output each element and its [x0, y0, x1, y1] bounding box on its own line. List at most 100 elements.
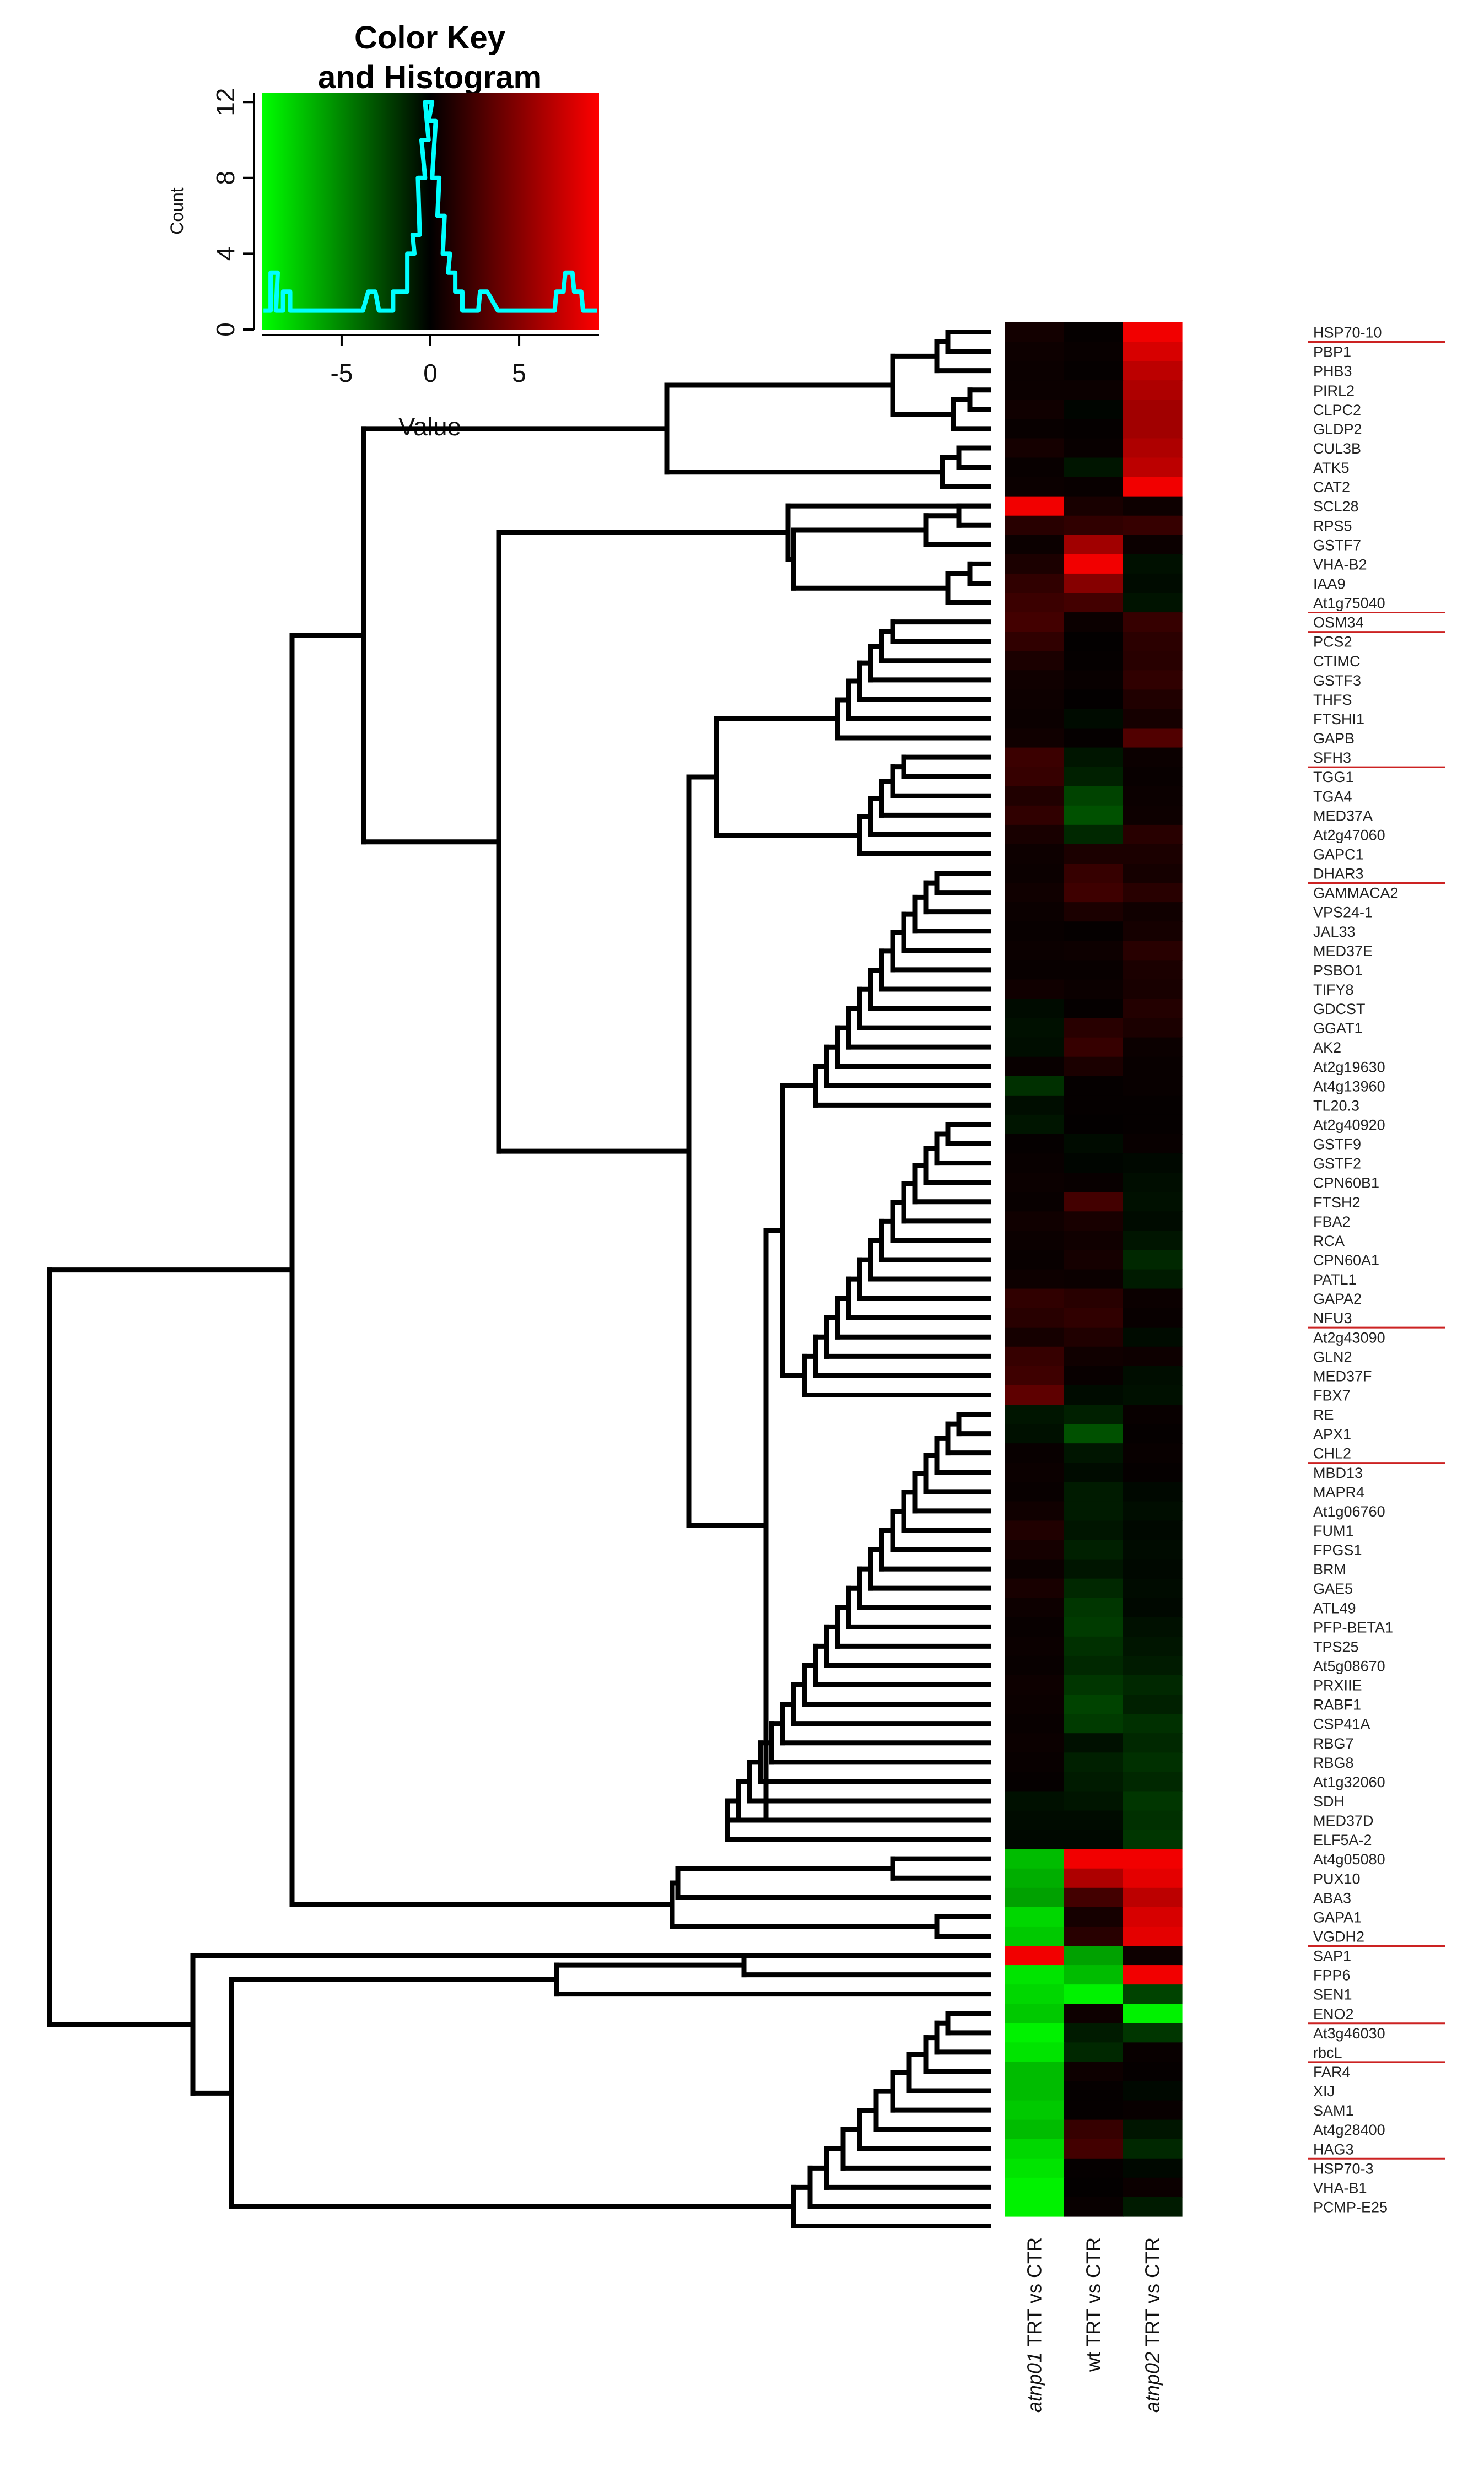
- heat-cell: [1123, 1830, 1183, 1850]
- heat-cell: [1064, 1520, 1124, 1541]
- row-label: CTIMC: [1313, 653, 1360, 670]
- row-label: ATK5: [1313, 460, 1350, 476]
- heat-cell: [1064, 1056, 1124, 1077]
- heat-cell: [1064, 457, 1124, 478]
- heat-cell: [1064, 1288, 1124, 1309]
- heat-cell: [1005, 670, 1065, 690]
- heat-cell: [1005, 1346, 1065, 1367]
- row-label: HSP70-3: [1313, 2160, 1374, 2177]
- heat-cell: [1005, 1056, 1065, 1077]
- heat-cell: [1064, 805, 1124, 825]
- heat-cell: [1064, 2081, 1124, 2101]
- row-label: JAL33: [1313, 924, 1356, 940]
- heat-cell: [1005, 999, 1065, 1019]
- heat-cell: [1064, 1211, 1124, 1231]
- heat-cell: [1005, 1636, 1065, 1656]
- heat-cell: [1064, 1308, 1124, 1328]
- heat-cell: [1064, 1192, 1124, 1212]
- heat-cell: [1064, 1655, 1124, 1676]
- heat-cell: [1064, 2042, 1124, 2063]
- heat-cell: [1064, 1346, 1124, 1367]
- heat-cell: [1123, 361, 1183, 381]
- heat-cell: [1123, 1037, 1183, 1057]
- heat-cell: [1123, 342, 1183, 361]
- heat-cell: [1064, 632, 1124, 651]
- heat-cell: [1005, 1250, 1065, 1270]
- column-labels: atnp01 TRT vs CTR wt TRT vs CTR atnp02 TRT…: [1023, 2237, 1164, 2413]
- heat-cell: [1064, 342, 1124, 361]
- heat-cell: [1064, 921, 1124, 941]
- heat-cell: [1064, 1791, 1124, 1811]
- heat-cell: [1123, 1501, 1183, 1521]
- heat-cell: [1064, 883, 1124, 903]
- heat-cell: [1123, 1540, 1183, 1560]
- row-label: CPN60A1: [1313, 1252, 1379, 1269]
- heat-cell: [1005, 805, 1065, 825]
- heat-cell: [1123, 515, 1183, 536]
- heat-cell: [1123, 1520, 1183, 1541]
- heat-cell: [1123, 1810, 1183, 1831]
- heat-cell: [1123, 999, 1183, 1019]
- heat-cell: [1005, 1887, 1065, 1908]
- heat-cell: [1123, 1636, 1183, 1656]
- heat-cell: [1064, 941, 1124, 961]
- row-label: THFS: [1313, 692, 1352, 708]
- heat-cell: [1005, 2197, 1065, 2217]
- color-key-axes: -5 0 5 0 4 8 12: [211, 88, 599, 387]
- heat-cell: [1005, 1405, 1065, 1424]
- row-label: RE: [1313, 1407, 1334, 1423]
- row-label: NFU3: [1313, 1310, 1352, 1326]
- row-label: FBX7: [1313, 1387, 1351, 1404]
- row-label: PFP-BETA1: [1313, 1619, 1393, 1636]
- heat-cell: [1123, 709, 1183, 729]
- heat-cell: [1123, 767, 1183, 787]
- row-label: GSTF3: [1313, 672, 1361, 689]
- heat-cell: [1123, 419, 1183, 439]
- row-label: ABA3: [1313, 1890, 1351, 1906]
- row-label: ELF5A-2: [1313, 1832, 1372, 1848]
- heat-cell: [1123, 1095, 1183, 1115]
- row-label: VHA-B2: [1313, 556, 1367, 573]
- heat-cell: [1123, 2023, 1183, 2043]
- heat-cell: [1005, 1153, 1065, 1173]
- heat-cell: [1005, 1695, 1065, 1714]
- row-label: MED37A: [1313, 807, 1373, 824]
- heat-cell: [1005, 342, 1065, 361]
- heat-cell: [1064, 419, 1124, 439]
- row-label: BRM: [1313, 1561, 1346, 1578]
- row-label: rbcL: [1313, 2044, 1342, 2061]
- heat-cell: [1064, 689, 1124, 710]
- row-label: OSM34: [1313, 614, 1364, 631]
- row-label: PBP1: [1313, 344, 1351, 360]
- heat-cell: [1064, 1173, 1124, 1192]
- row-label: FAR4: [1313, 2064, 1351, 2080]
- heat-cell: [1064, 1946, 1124, 1966]
- row-label: FBA2: [1313, 1213, 1351, 1230]
- heat-cell: [1064, 1153, 1124, 1173]
- row-label: TGG1: [1313, 769, 1354, 785]
- row-label: At1g75040: [1313, 595, 1385, 612]
- row-label: CHL2: [1313, 1445, 1351, 1462]
- heat-cell: [1064, 651, 1124, 671]
- row-label: MED37E: [1313, 943, 1373, 959]
- row-label: GGAT1: [1313, 1020, 1363, 1037]
- heat-cell: [1005, 2119, 1065, 2140]
- heat-cell: [1005, 1598, 1065, 1618]
- row-label: PRXIIE: [1313, 1677, 1362, 1694]
- column-label: atnp02 TRT vs CTR: [1141, 2237, 1164, 2413]
- heat-cell: [1005, 1868, 1065, 1888]
- heat-cell: [1005, 2042, 1065, 2063]
- heat-cell: [1123, 1965, 1183, 1985]
- heat-cell: [1005, 651, 1065, 671]
- heat-cell: [1064, 1405, 1124, 1424]
- heat-cell: [1123, 979, 1183, 1000]
- row-label: RABF1: [1313, 1697, 1361, 1713]
- heat-cell: [1064, 1463, 1124, 1482]
- heat-cell: [1064, 2004, 1124, 2023]
- heat-cell: [1064, 960, 1124, 980]
- row-label: TIFY8: [1313, 981, 1354, 998]
- row-label: VPS24-1: [1313, 904, 1373, 921]
- key-ytick: 12: [211, 88, 240, 116]
- heat-cell: [1005, 979, 1065, 1000]
- heat-cell: [1064, 2100, 1124, 2120]
